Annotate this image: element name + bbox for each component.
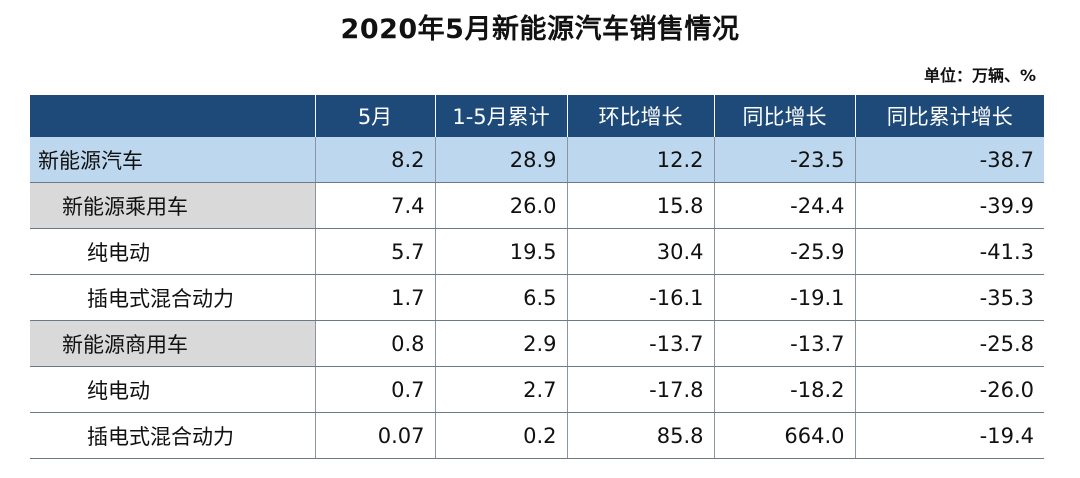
table-cell: 5.7 [315,228,436,275]
row-label: 纯电动 [30,228,316,275]
table-cell: 0.8 [315,320,436,367]
table-cell: 0.07 [315,412,436,459]
table-cell: -13.7 [714,320,856,367]
table-cell: -18.2 [714,366,856,413]
table-row: 新能源商用车 0.8 2.9 -13.7 -13.7 -25.8 [30,320,1044,367]
table-cell: -23.5 [714,137,856,183]
row-label: 插电式混合动力 [30,412,316,459]
table-cell: 0.7 [315,366,436,413]
table-cell: 2.7 [435,366,568,413]
table-row: 插电式混合动力 0.07 0.2 85.8 664.0 -19.4 [30,412,1044,459]
table-cell: 1.7 [315,274,436,321]
table-row: 插电式混合动力 1.7 6.5 -16.1 -19.1 -35.3 [30,274,1044,321]
table-cell: -24.4 [714,182,856,229]
row-label: 新能源乘用车 [30,182,316,229]
table-cell: -38.7 [855,137,1044,183]
row-label: 新能源商用车 [30,320,316,367]
table-row: 新能源乘用车 7.4 26.0 15.8 -24.4 -39.9 [30,182,1044,229]
unit-label: 单位：万辆、% [923,66,1036,85]
header-cell-may: 5月 [315,95,436,137]
table-cell: 664.0 [714,412,856,459]
header-cell-mom: 环比增长 [567,95,715,137]
table-cell: -41.3 [855,228,1044,275]
table-cell: -17.8 [567,366,715,413]
table-cell: -19.4 [855,412,1044,459]
table-cell: 28.9 [435,137,568,183]
table-cell: 0.2 [435,412,568,459]
row-label: 纯电动 [30,366,316,413]
table-cell: -26.0 [855,366,1044,413]
header-cell-yoy: 同比增长 [714,95,856,137]
table-cell: 15.8 [567,182,715,229]
table-cell: 26.0 [435,182,568,229]
table-cell: -19.1 [714,274,856,321]
row-label: 新能源汽车 [30,137,316,183]
table-cell: 8.2 [315,137,436,183]
table-cell: -35.3 [855,274,1044,321]
table-cell: 2.9 [435,320,568,367]
table-cell: -25.8 [855,320,1044,367]
table-cell: -25.9 [714,228,856,275]
table-header-row: 5月 1-5月累计 环比增长 同比增长 同比累计增长 [30,95,1044,137]
table-cell: -16.1 [567,274,715,321]
table-row: 纯电动 5.7 19.5 30.4 -25.9 -41.3 [30,228,1044,275]
header-cell-ytd: 1-5月累计 [435,95,568,137]
header-cell-category [30,95,316,137]
page-title: 2020年5月新能源汽车销售情况 [340,14,740,45]
row-label: 插电式混合动力 [30,274,316,321]
table-cell: 19.5 [435,228,568,275]
table-row: 新能源汽车 8.2 28.9 12.2 -23.5 -38.7 [30,137,1044,183]
table-cell: -13.7 [567,320,715,367]
header-cell-ytd-yoy: 同比累计增长 [855,95,1044,137]
table-cell: 7.4 [315,182,436,229]
sales-table: 5月 1-5月累计 环比增长 同比增长 同比累计增长 新能源汽车 8.2 28.… [30,95,1044,459]
table-cell: 30.4 [567,228,715,275]
table-cell: 85.8 [567,412,715,459]
table-cell: 6.5 [435,274,568,321]
table-row: 纯电动 0.7 2.7 -17.8 -18.2 -26.0 [30,366,1044,413]
table-cell: 12.2 [567,137,715,183]
table-cell: -39.9 [855,182,1044,229]
